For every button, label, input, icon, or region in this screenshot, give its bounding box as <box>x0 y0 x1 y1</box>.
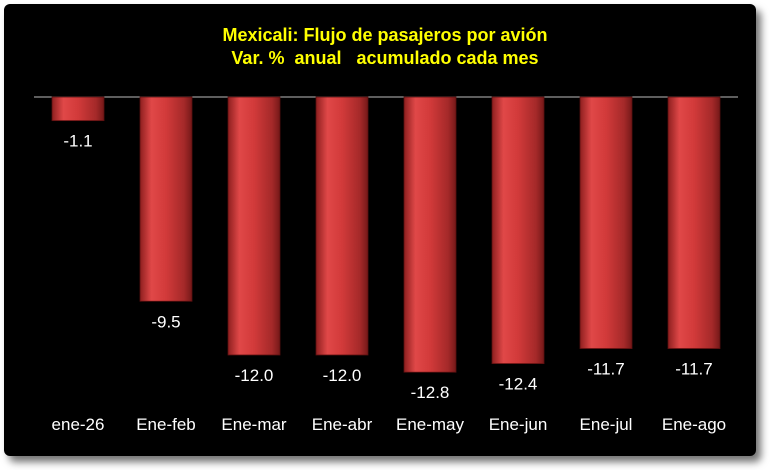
chart-title-block: Mexicali: Flujo de pasajeros por avión V… <box>0 24 770 70</box>
data-label-ene-ago: -11.7 <box>675 360 713 379</box>
bar-ene-jul <box>579 96 633 349</box>
bar-ene-abr <box>315 96 369 356</box>
category-label-ene-may: Ene-may <box>396 415 465 434</box>
category-label-ene-abr: Ene-abr <box>312 415 373 434</box>
data-label-ene-abr: -12.0 <box>323 366 362 385</box>
data-label-ene-feb: -9.5 <box>151 312 180 331</box>
data-label-ene-mar: -12.0 <box>235 366 274 385</box>
bar-ene-26 <box>51 96 105 122</box>
category-label-ene-jul: Ene-jul <box>580 415 633 434</box>
data-label-ene-26: -1.1 <box>63 132 92 151</box>
bar-ene-feb <box>139 96 193 302</box>
data-label-ene-may: -12.8 <box>411 383 450 402</box>
category-label-ene-ago: Ene-ago <box>662 415 726 434</box>
chart-title: Mexicali: Flujo de pasajeros por avión <box>222 25 548 45</box>
chart-subtitle: Var. % anual acumulado cada mes <box>231 48 539 68</box>
category-label-ene-mar: Ene-mar <box>221 415 287 434</box>
category-label-ene-feb: Ene-feb <box>136 415 196 434</box>
data-label-ene-jun: -12.4 <box>499 375 538 394</box>
bar-ene-mar <box>227 96 281 356</box>
bar-ene-may <box>403 96 457 373</box>
data-label-ene-jul: -11.7 <box>587 360 625 379</box>
bars-group: -1.1 ene-26 -9.5 Ene-feb -12.0 Ene-mar -12.0 En… <box>51 96 726 434</box>
category-label-ene-jun: Ene-jun <box>489 415 548 434</box>
bar-ene-ago <box>667 96 721 349</box>
bar-ene-jun <box>491 96 545 365</box>
category-label-ene-26: ene-26 <box>52 415 105 434</box>
